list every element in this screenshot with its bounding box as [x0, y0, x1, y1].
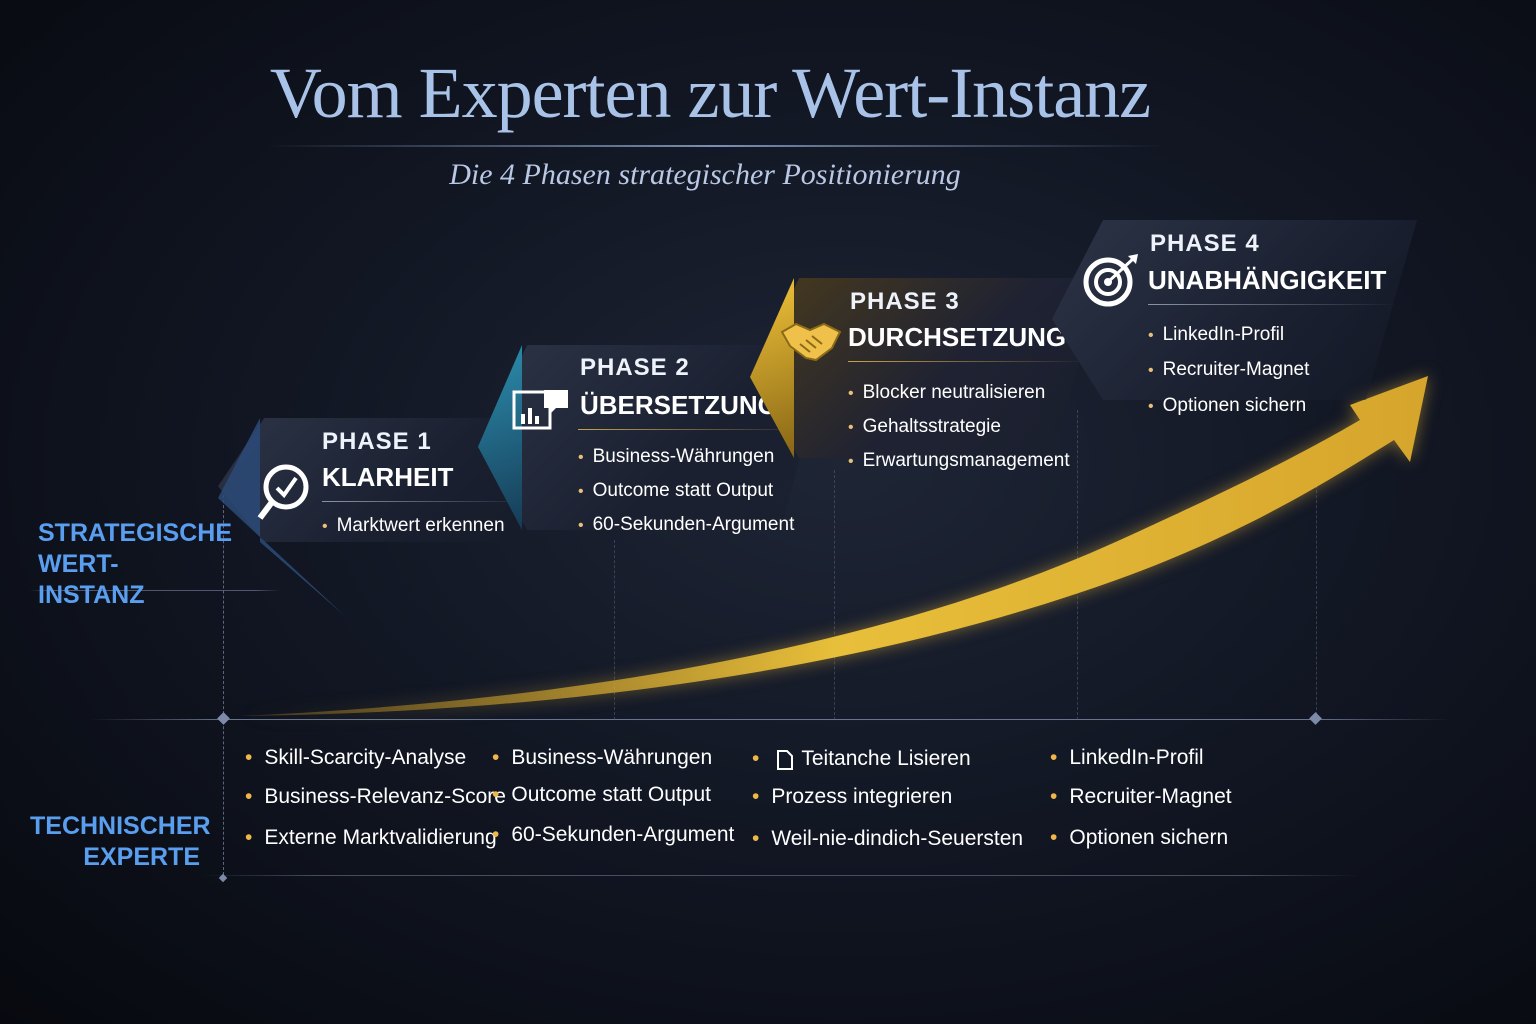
vertical-guide — [614, 540, 615, 720]
bottom-item: Teitanche Lisieren — [752, 747, 971, 771]
phase-3-label: PHASE 3 — [850, 288, 960, 315]
baseline-axis — [90, 719, 1450, 720]
phase-2-bullet: Outcome statt Output — [578, 480, 774, 502]
phase-3-bullet: Erwartungsmanagement — [848, 450, 1070, 472]
bottom-divider — [200, 875, 1360, 876]
phase-divider — [1148, 304, 1398, 305]
phase-3-name: DURCHSETZUNG — [848, 322, 1067, 352]
bottom-item-text: Teitanche Lisieren — [801, 747, 971, 770]
vertical-guide — [834, 470, 835, 720]
label-technischer-experte: TECHNISCHER EXPERTE — [30, 812, 211, 871]
bottom-item: Business-Währungen — [492, 746, 712, 770]
page-title: Vom Experten zur Wert-Instanz — [269, 53, 1151, 133]
magnifier-check-icon — [257, 464, 309, 520]
phase-4-bullet: Optionen sichern — [1148, 395, 1307, 417]
phase-4-label: PHASE 4 — [1150, 230, 1260, 257]
bottom-item: Externe Marktvalidierung — [245, 826, 496, 850]
vertical-guide — [1316, 470, 1317, 720]
phase-1-accent — [218, 418, 345, 616]
phase-1-bullet: Marktwert erkennen — [322, 515, 505, 537]
vertical-guide — [223, 480, 224, 880]
phase-4-bullet: Recruiter-Magnet — [1148, 359, 1310, 381]
phase-2-label: PHASE 2 — [580, 354, 690, 381]
bottom-item: Optionen sichern — [1050, 826, 1228, 850]
phase-3-bullet: Gehaltsstrategie — [848, 416, 1001, 438]
phase-2-name: ÜBERSETZUNG — [580, 390, 778, 420]
bottom-item: Outcome statt Output — [492, 783, 711, 807]
phase-2-bullet: Business-Währungen — [578, 446, 775, 468]
phase-divider — [578, 429, 808, 430]
target-icon — [1083, 254, 1138, 307]
bottom-item: Weil-nie-dindich-Seuersten — [752, 827, 1023, 851]
bottom-item: Recruiter-Magnet — [1050, 785, 1231, 809]
bottom-item: LinkedIn-Profil — [1050, 746, 1203, 770]
handshake-icon — [780, 322, 842, 362]
label-strategische-wert-instanz: STRATEGISCHE WERT-INSTANZ — [38, 519, 232, 609]
bottom-item: Prozess integrieren — [752, 785, 952, 809]
phase-1-label: PHASE 1 — [322, 428, 432, 455]
phase-divider — [322, 501, 532, 502]
page-subtitle: Die 4 Phasen strategischer Positionierun… — [449, 158, 961, 191]
chart-chat-icon — [512, 390, 568, 430]
phase-4-name: UNABHÄNGIGKEIT — [1148, 265, 1387, 295]
top-level-divider — [30, 590, 280, 591]
phase-2-bullet: 60-Sekunden-Argument — [578, 514, 795, 536]
phase-4-bullet: LinkedIn-Profil — [1148, 324, 1284, 346]
bottom-item: 60-Sekunden-Argument — [492, 823, 734, 847]
phase-1-name: KLARHEIT — [322, 462, 454, 492]
phase-divider — [848, 361, 1088, 362]
bottom-item: Business-Relevanz-Score — [245, 785, 506, 809]
phase-3-bullet: Blocker neutralisieren — [848, 382, 1046, 404]
title-divider — [265, 145, 1165, 147]
bottom-item: Skill-Scarcity-Analyse — [245, 746, 466, 770]
